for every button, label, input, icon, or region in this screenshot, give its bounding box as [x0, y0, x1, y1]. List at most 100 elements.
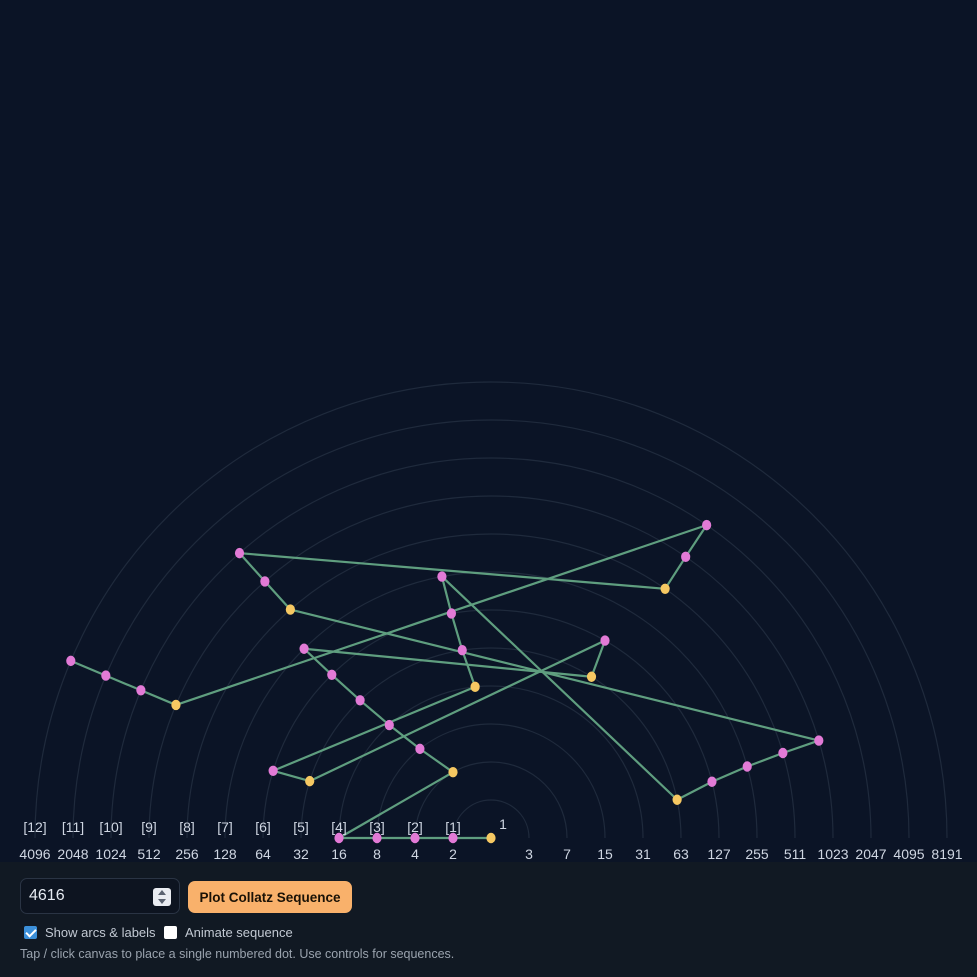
hint-text: Tap / click canvas to place a single num…: [20, 947, 455, 961]
path-segment: [302, 647, 333, 676]
level-label: [12]: [23, 819, 46, 835]
path-segment: [461, 649, 477, 688]
path-segment: [289, 608, 820, 742]
number-field[interactable]: [20, 878, 180, 914]
level-label: [2]: [407, 819, 423, 835]
axis-right-number: 15: [597, 846, 613, 862]
even-dot-80: [327, 669, 337, 680]
arc-level-10: [110, 457, 872, 839]
even-dot-2308: [101, 670, 111, 681]
sequence-dots: [66, 519, 824, 844]
axis-right-number: 8191: [931, 846, 962, 862]
path-segment: [272, 769, 311, 783]
even-dot-10: [415, 743, 425, 755]
odd-dot-1: [486, 832, 496, 844]
axis-left-number: 4096: [19, 846, 50, 862]
arc-level-4: [338, 685, 644, 839]
axis-right-number: 2047: [855, 846, 886, 862]
even-dot-4: [410, 832, 420, 844]
axis-right-number: 63: [673, 846, 689, 862]
collatz-canvas[interactable]: 4096 2048 1024 512 256 128 64 32 16 8 4 2 3 7 15 31 63 12…: [0, 0, 977, 862]
path-segment: [450, 612, 464, 652]
path-segment: [308, 639, 607, 783]
level-label: [1]: [445, 819, 461, 835]
show-arcs-checkbox[interactable]: [24, 925, 37, 939]
show-arcs-option[interactable]: Show arcs & labels: [24, 924, 156, 940]
axis-left-number: 256: [175, 846, 199, 862]
even-dot-8: [372, 832, 382, 844]
odd-dot-325: [285, 604, 295, 615]
axis-left-number: 8: [373, 846, 381, 862]
axis-left-number: 32: [293, 846, 309, 862]
even-dot-4616: [66, 655, 76, 667]
animate-checkbox[interactable]: [164, 925, 177, 939]
path-segment: [440, 575, 679, 801]
even-dot-70: [268, 765, 278, 776]
even-dot-976: [814, 735, 824, 746]
arc-level-2: [414, 761, 568, 839]
even-dot-184: [437, 571, 447, 582]
level-label: [6]: [255, 819, 271, 835]
stepper-up-icon[interactable]: [158, 890, 166, 895]
even-dot-244: [742, 761, 752, 772]
path-segment: [590, 639, 607, 678]
path-segment: [337, 771, 455, 840]
stepper-down-icon[interactable]: [158, 899, 166, 904]
path-segment: [440, 575, 453, 615]
odd-dot-577: [171, 699, 181, 711]
level-label: [3]: [369, 819, 385, 835]
even-dot-160: [299, 643, 309, 654]
level-label: [4]: [331, 819, 347, 835]
path-segment: [238, 552, 266, 583]
axis-right-number: 255: [745, 846, 769, 862]
axis-left-number: 16: [331, 846, 347, 862]
even-dot-40: [355, 695, 365, 706]
number-stepper[interactable]: [153, 888, 171, 906]
axis-left-number: 2: [449, 846, 457, 862]
odd-dot-433: [660, 583, 670, 594]
radial-arcs: [34, 381, 948, 839]
path-segment: [781, 739, 820, 755]
level-label: [9]: [141, 819, 157, 835]
arc-level-9: [148, 495, 834, 839]
sequence-path: [69, 524, 820, 840]
level-label: [8]: [179, 819, 195, 835]
axis-left-number: 128: [213, 846, 237, 862]
odd-dot-5: [448, 766, 458, 778]
path-segment: [139, 689, 178, 707]
axis-left-number: 64: [255, 846, 271, 862]
show-arcs-label: Show arcs & labels: [45, 924, 156, 940]
axis-right-number: 7: [563, 846, 571, 862]
arc-level-1: [452, 799, 530, 839]
even-dot-866: [681, 551, 691, 563]
animate-option[interactable]: Animate sequence: [164, 924, 293, 940]
odd-dot-35: [305, 775, 315, 787]
path-segment: [746, 751, 784, 768]
arc-level-5: [300, 647, 682, 839]
axis-left-number: 2048: [57, 846, 88, 862]
path-segment: [710, 765, 749, 783]
even-dot-1154: [136, 685, 146, 696]
even-dot-650: [260, 576, 270, 587]
level-label: [10]: [99, 819, 122, 835]
axis-right-number: 3: [525, 846, 533, 862]
axis-right-number: 127: [707, 846, 731, 862]
path-segment: [238, 552, 667, 590]
path-segment: [388, 723, 422, 750]
even-dot-122: [707, 776, 717, 787]
even-dot-46: [457, 644, 467, 656]
plot-collatz-button[interactable]: Plot Collatz Sequence: [188, 881, 352, 913]
even-dot-2: [448, 832, 458, 844]
path-segment: [69, 659, 107, 677]
even-dot-1300: [234, 547, 245, 559]
animate-label: Animate sequence: [185, 924, 293, 940]
even-dot-488: [778, 747, 788, 759]
start-number-input[interactable]: [21, 879, 159, 913]
axis-right-number: 511: [784, 846, 807, 862]
collatz-plot[interactable]: 4096 2048 1024 512 256 128 64 32 16 8 4 2 3 7 15 31 63 12…: [0, 0, 977, 862]
axis-labels: 4096 2048 1024 512 256 128 64 32 16 8 4 2 3 7 15 31 63 12…: [19, 816, 962, 862]
odd-dot-23: [470, 681, 480, 693]
axis-right-number: 1023: [817, 846, 848, 862]
even-dot-106: [600, 635, 610, 646]
arc-level-11: [72, 419, 910, 839]
